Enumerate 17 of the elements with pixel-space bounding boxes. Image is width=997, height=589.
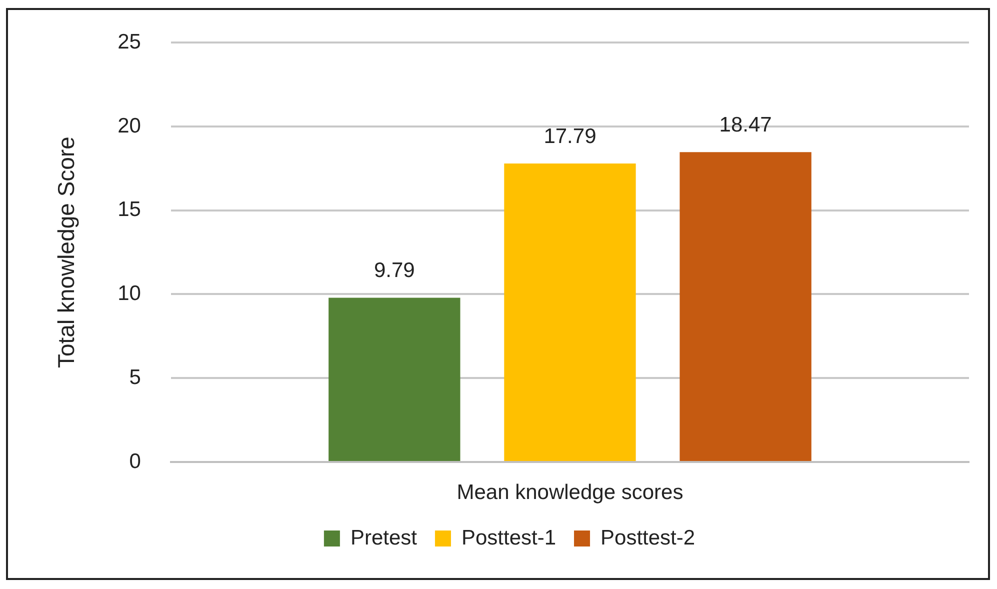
y-axis-title: Total knowledge Score xyxy=(53,136,80,368)
bar xyxy=(328,298,460,461)
legend-label: Posttest-1 xyxy=(461,526,556,550)
y-tick-label: 5 xyxy=(129,366,141,389)
legend-label: Posttest-2 xyxy=(600,526,696,550)
y-tick-label: 20 xyxy=(118,114,141,138)
bar xyxy=(504,164,636,461)
legend-label: Pretest xyxy=(350,526,418,550)
y-tick-label: 25 xyxy=(118,30,141,54)
y-tick-label: 10 xyxy=(118,282,141,306)
x-axis-title: Mean knowledge scores xyxy=(456,481,684,504)
bar xyxy=(680,152,812,461)
data-label: 9.79 xyxy=(374,259,415,282)
data-label: 18.47 xyxy=(719,113,772,136)
y-tick-label: 0 xyxy=(129,450,141,473)
y-tick-label: 15 xyxy=(118,198,141,222)
data-label: 17.79 xyxy=(544,124,596,148)
